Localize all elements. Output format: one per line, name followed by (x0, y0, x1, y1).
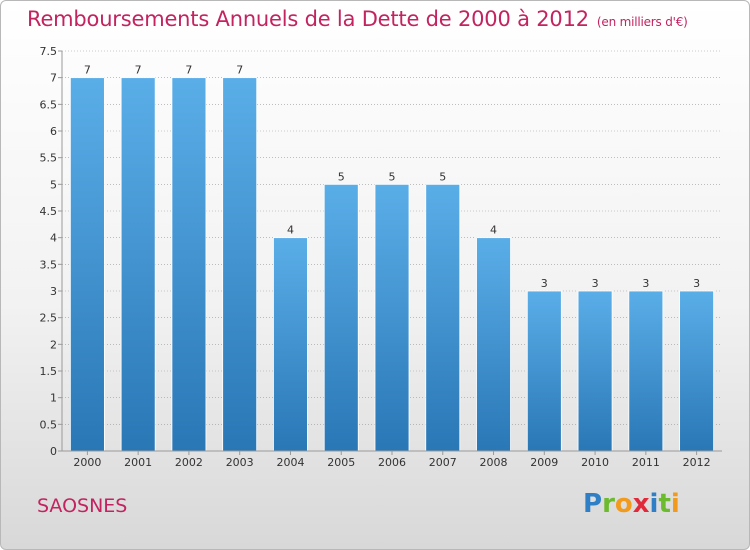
bar (171, 77, 207, 452)
logo-letter: i (670, 489, 680, 519)
y-tick-label: 1.5 (40, 365, 58, 378)
data-label: 5 (389, 170, 396, 183)
logo-letter: t (658, 489, 671, 519)
bar (628, 290, 664, 452)
bar (425, 183, 461, 452)
y-tick-label: 2 (50, 338, 57, 351)
y-axis-ticks: 0 0.5 1 1.5 2 2.5 3 3.5 4 4.5 5 5.5 6 6.5 7 7.5 (40, 45, 62, 458)
logo-letter: r (602, 489, 615, 519)
bar-chart: 7 7 7 7 4 5 5 5 4 3 3 3 3 0 0.5 1 1.5 2 2.5 3 3.5 4 4.5 5 5.5 6 6… (40, 45, 722, 469)
logo-letter: x (632, 489, 650, 519)
x-tick-label: 2003 (226, 456, 254, 469)
x-tick-label: 2000 (73, 456, 101, 469)
bar (577, 290, 613, 452)
data-label: 3 (642, 277, 649, 290)
data-label: 5 (439, 170, 446, 183)
x-tick-label: 2011 (632, 456, 660, 469)
x-tick-label: 2009 (530, 456, 558, 469)
data-label: 4 (287, 224, 294, 237)
bar (120, 77, 156, 452)
data-label: 7 (135, 64, 142, 77)
y-tick-label: 0.5 (40, 418, 58, 431)
data-label: 3 (592, 277, 599, 290)
bar (222, 77, 258, 452)
logo-letter: i (649, 489, 659, 519)
x-tick-label: 2010 (581, 456, 609, 469)
title-text: Remboursements Annuels de la Dette de 20… (27, 7, 589, 31)
unit-subtitle: (en milliers d'€) (596, 15, 688, 29)
x-tick-label: 2005 (327, 456, 355, 469)
logo-letter: P (583, 489, 603, 519)
data-label: 3 (541, 277, 548, 290)
data-label: 3 (693, 277, 700, 290)
data-label: 7 (185, 64, 192, 77)
x-tick-label: 2012 (683, 456, 711, 469)
y-tick-label: 4 (50, 232, 57, 245)
y-tick-label: 5 (50, 178, 57, 191)
bar (273, 237, 308, 452)
data-label: 7 (84, 64, 91, 77)
bar (374, 183, 410, 452)
x-tick-label: 2007 (429, 456, 457, 469)
data-label: 4 (490, 224, 497, 237)
y-tick-label: 2.5 (40, 312, 58, 325)
bar (69, 77, 105, 452)
commune-name: SAOSNES (37, 495, 128, 517)
y-tick-label: 7.5 (40, 45, 58, 58)
y-tick-label: 6.5 (40, 98, 58, 111)
x-tick-label: 2001 (124, 456, 152, 469)
bars (69, 77, 715, 452)
y-tick-label: 3 (50, 285, 57, 298)
y-tick-label: 3.5 (40, 258, 58, 271)
bar (476, 237, 511, 452)
x-tick-label: 2008 (480, 456, 508, 469)
x-tick-label: 2004 (276, 456, 304, 469)
chart-title: Remboursements Annuels de la Dette de 20… (27, 7, 688, 31)
y-tick-label: 6 (50, 125, 57, 138)
y-tick-label: 5.5 (40, 152, 58, 165)
bar (679, 290, 715, 452)
logo-letter: o (614, 489, 633, 519)
bar (526, 290, 562, 452)
y-tick-label: 1 (50, 392, 57, 405)
x-tick-label: 2002 (175, 456, 203, 469)
bar (323, 183, 359, 452)
x-axis-ticks: 2000 2001 2002 2003 2004 2005 2006 2007 2008 2009… (73, 451, 711, 469)
data-label: 7 (236, 64, 243, 77)
proxiti-logo: Proxiti (583, 489, 680, 519)
y-tick-label: 0 (50, 445, 57, 458)
y-tick-label: 4.5 (40, 205, 58, 218)
data-labels: 7 7 7 7 4 5 5 5 4 3 3 3 3 (84, 64, 700, 290)
data-label: 5 (338, 170, 345, 183)
x-tick-label: 2006 (378, 456, 406, 469)
y-tick-label: 7 (50, 72, 57, 85)
